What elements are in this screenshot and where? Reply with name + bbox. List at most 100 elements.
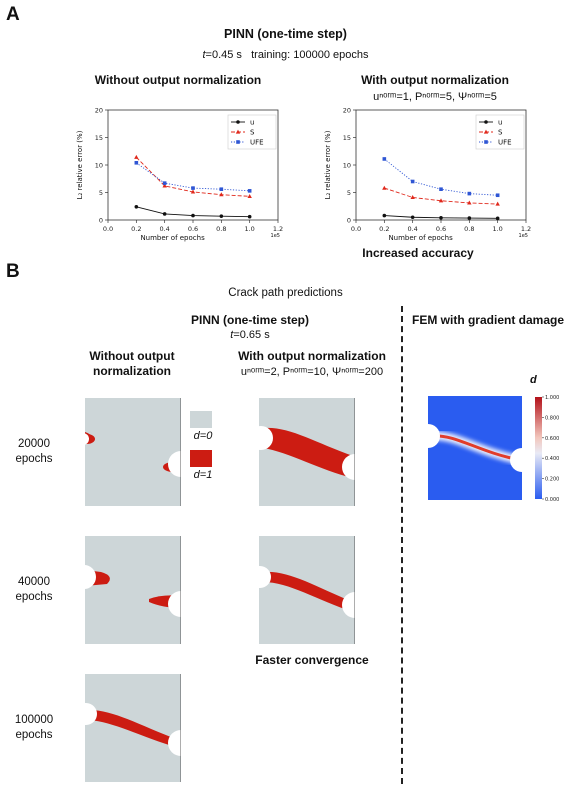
data-point-ufe	[495, 193, 500, 198]
data-point-s	[162, 183, 167, 188]
left-col-heading-line2: normalization	[92, 364, 171, 378]
left-col-heading: Without output normalization	[62, 349, 202, 379]
data-point-s	[495, 201, 500, 206]
x-tick-label: 1.2	[521, 225, 531, 233]
y-tick-label: 0	[347, 216, 351, 224]
mid-col-normalization: uⁿᵒʳᵐ=2, Pⁿᵒʳᵐ=10, Ψⁿᵒʳᵐ=200	[240, 366, 384, 378]
crack-40000-with-normalization	[259, 536, 355, 644]
data-point-ufe	[219, 187, 224, 191]
x-tick-label: 0.2	[379, 225, 389, 233]
data-point-u	[439, 216, 443, 220]
chart-right-normalization: uⁿᵒʳᵐ=1, Pⁿᵒʳᵐ=5, Ψⁿᵒʳᵐ=5	[373, 91, 497, 103]
y-axis-label: L₂ relative error (%)	[324, 130, 332, 199]
legend-label-d1: d=1	[193, 469, 213, 481]
legend-label-u: u	[498, 119, 502, 127]
series-line-s	[384, 187, 498, 205]
colorbar-tick-label: 0.800	[545, 415, 559, 421]
crack-40000-without-normalization	[85, 536, 181, 644]
x-tick-label: 0.0	[103, 225, 113, 233]
series-line-ufe	[136, 162, 250, 192]
legend-label-d0: d=0	[193, 430, 213, 442]
pinn-time: t=0.65 s	[140, 329, 360, 341]
x-tick-label: 0.8	[216, 225, 226, 233]
data-point-s	[483, 129, 489, 134]
panel-a-letter: A	[6, 4, 20, 25]
data-point-u	[382, 213, 387, 218]
row-label-20000: 20000 epochs	[15, 438, 53, 465]
t-value-b: =0.65 s	[233, 329, 270, 341]
data-point-u	[162, 212, 167, 216]
chart-left-heading: Without output normalization	[94, 73, 262, 87]
data-point-ufe	[382, 157, 387, 161]
data-point-u	[247, 214, 252, 219]
crack-20000-without-normalization	[85, 398, 181, 506]
legend-label-s: S	[498, 129, 503, 137]
colorbar-tick-label: 0.600	[545, 436, 559, 442]
x-tick-label: 0.6	[436, 225, 446, 233]
x-tick-label: 1.2	[273, 225, 283, 233]
panel-a-title: PINN (one-time step)	[224, 27, 347, 41]
data-point-s	[247, 193, 252, 198]
training-label: training: 100000 epochs	[251, 49, 369, 61]
y-tick-label: 5	[347, 189, 351, 197]
legend-swatch-d0	[190, 411, 212, 428]
data-point-ufe	[484, 140, 488, 144]
x-tick-label: 0.2	[131, 225, 141, 233]
data-point-ufe	[236, 140, 240, 144]
legend-label-ufe: UFE	[250, 139, 264, 147]
y-tick-label: 15	[343, 134, 351, 142]
data-point-u	[495, 216, 500, 221]
data-point-u	[219, 214, 224, 218]
chart-without-normalization: 0.0 0.2 0.4 0.6 0.8 1.0 1.2 0 5 10 15 20 Number of e…	[76, 106, 283, 242]
x-axis-label: Number of epochs	[388, 234, 453, 242]
chart-with-normalization: 0.0 0.2 0.4 0.6 0.8 1.0 1.2 0 5 10 15 20 Number of e…	[324, 106, 531, 242]
increased-accuracy-label: Increased accuracy	[362, 246, 474, 260]
colorbar-tick-label: 1.000	[545, 395, 559, 401]
legend-label-s: S	[250, 129, 255, 137]
panel-b-letter: B	[6, 261, 20, 282]
colorbar-tick-label: 0.200	[545, 477, 559, 483]
data-point-ufe	[162, 181, 167, 185]
y-axis-label: L₂ relative error (%)	[76, 130, 84, 199]
colorbar: 1.000 0.800 0.600 0.400 0.200 0.000	[535, 395, 559, 503]
data-point-u	[236, 120, 240, 124]
data-point-u	[467, 216, 472, 220]
data-point-ufe	[410, 179, 415, 184]
y-tick-label: 20	[95, 106, 103, 114]
x-tick-label: 1.0	[492, 225, 502, 233]
x-axis-multiplier: 1e5	[271, 233, 280, 239]
crack-100000-without-normalization	[85, 674, 181, 782]
data-point-ufe	[134, 161, 139, 165]
data-point-ufe	[467, 191, 472, 196]
data-point-s	[382, 185, 387, 190]
y-tick-label: 20	[343, 106, 351, 114]
data-point-s	[219, 192, 224, 197]
legend-swatch-d1	[190, 450, 212, 467]
y-tick-label: 0	[99, 216, 103, 224]
data-point-u	[191, 213, 195, 218]
fem-damage-field	[428, 396, 522, 500]
colorbar-tick-label: 0.000	[545, 497, 559, 503]
crack-20000-with-normalization	[259, 398, 355, 506]
legend-box	[475, 114, 525, 150]
pinn-title: PINN (one-time step)	[190, 313, 309, 327]
t-symbol: t	[202, 49, 206, 61]
panel-a-subtitle: t=0.45 s training: 100000 epochs	[0, 49, 571, 61]
x-tick-label: 0.6	[188, 225, 198, 233]
fem-heading: FEM with gradient damage	[411, 313, 564, 327]
legend-label-u: u	[250, 119, 254, 127]
data-point-u	[134, 205, 139, 209]
data-point-ufe	[191, 186, 195, 190]
y-tick-label: 10	[95, 161, 103, 169]
t-symbol-b: t	[230, 329, 234, 341]
x-tick-label: 0.8	[464, 225, 474, 233]
x-tick-label: 0.0	[351, 225, 361, 233]
x-tick-label: 0.4	[159, 225, 169, 233]
x-tick-label: 1.0	[244, 225, 254, 233]
x-axis-label: Number of epochs	[140, 234, 205, 242]
t-value: =0.45 s	[205, 49, 242, 61]
y-tick-label: 15	[95, 134, 103, 142]
legend-label-ufe: UFE	[498, 139, 512, 147]
data-point-s	[410, 195, 415, 200]
x-axis-multiplier: 1e5	[519, 233, 528, 239]
